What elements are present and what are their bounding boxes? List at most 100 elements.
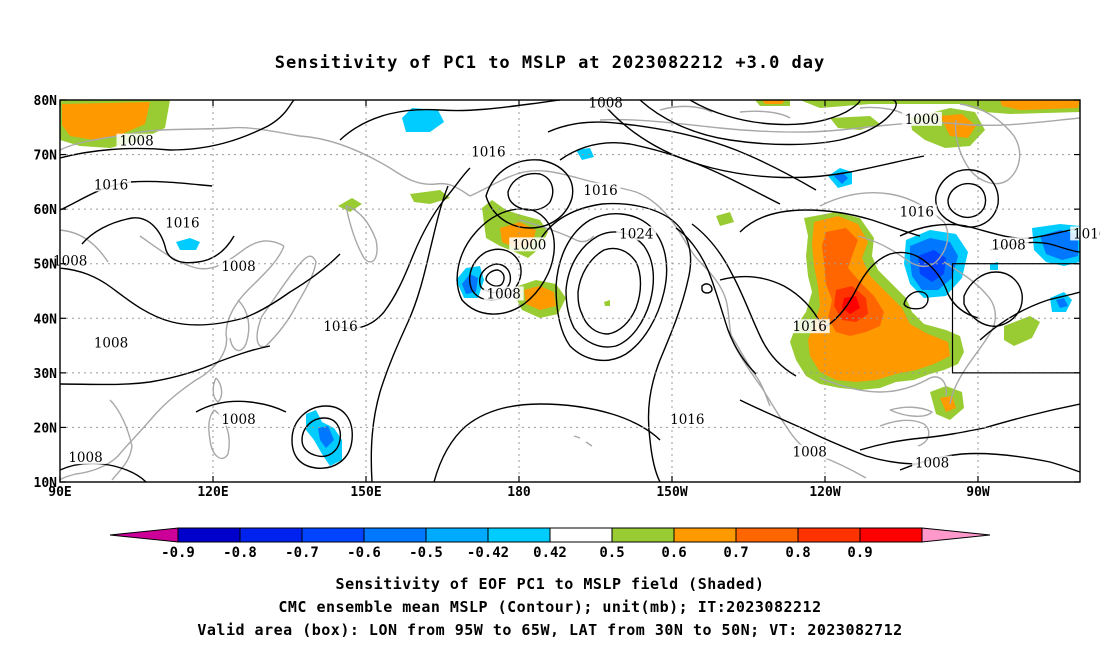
contour-label: 1008 bbox=[585, 95, 626, 111]
contour-label: 1016 bbox=[162, 215, 203, 232]
lon-tick-label: 150E bbox=[350, 485, 381, 500]
contour-label-text: 1008 bbox=[94, 336, 128, 352]
contour-low-outer bbox=[456, 208, 555, 315]
contour-east-low-a bbox=[935, 169, 999, 228]
contour-1008-subtropic bbox=[739, 399, 921, 465]
coast-arctic-na bbox=[599, 117, 1080, 133]
contour-label-text: 1008 bbox=[487, 286, 521, 302]
shade-orange-top bbox=[762, 100, 785, 104]
contour-1008-tropic bbox=[195, 400, 287, 413]
contour-label: 1000 bbox=[509, 237, 550, 253]
contour-label: 1024 bbox=[616, 226, 657, 242]
contour-label-bg bbox=[896, 204, 937, 219]
lon-tick-label: 150W bbox=[656, 485, 687, 500]
contour-label-text: 1016 bbox=[583, 183, 617, 199]
colorbar-segment bbox=[673, 527, 737, 543]
colorbar-segment bbox=[735, 527, 799, 543]
coast-greenland bbox=[954, 103, 1021, 185]
contour-1016-south bbox=[335, 167, 471, 330]
contour-label-bg bbox=[116, 133, 157, 148]
contour-label-text: 1024 bbox=[619, 226, 653, 242]
shade-blue-i bbox=[318, 426, 334, 448]
contour-na-west bbox=[675, 227, 757, 375]
lat-tick-label: 40N bbox=[34, 312, 58, 327]
contour-label-text: 1008 bbox=[53, 254, 87, 270]
contour-label: 1008 bbox=[789, 444, 830, 461]
caption-line-3: Valid area (box): LON from 95W to 65W, L… bbox=[197, 621, 902, 639]
contour-label: 1016 bbox=[1070, 226, 1100, 242]
contour-1008-ne bbox=[599, 100, 925, 179]
shade-green-h bbox=[604, 300, 610, 306]
contour-label-bg bbox=[218, 411, 259, 426]
contour-label-text: 1008 bbox=[221, 259, 255, 275]
contour-1008-sw bbox=[60, 345, 271, 386]
lon-tick-label: 120W bbox=[809, 485, 840, 500]
contour-low-4 bbox=[485, 269, 505, 287]
colorbar-label: 0.5 bbox=[599, 545, 624, 561]
contour-1000-north bbox=[485, 159, 574, 229]
contour-label-bg bbox=[616, 226, 657, 241]
coast-hudson bbox=[819, 192, 949, 268]
contour-na-low bbox=[819, 251, 979, 331]
contour-label-text: 1008 bbox=[991, 237, 1025, 253]
lon-tick-label: 180 bbox=[507, 485, 531, 500]
shade-red-peak bbox=[842, 296, 860, 314]
contour-east-low-b bbox=[947, 182, 987, 219]
contour-high-1016 bbox=[539, 202, 692, 482]
contour-label: 1008 bbox=[218, 259, 259, 275]
contour-label: 1008 bbox=[65, 450, 106, 466]
contour-box-low bbox=[903, 290, 929, 310]
lon-tick-label: 120E bbox=[197, 485, 228, 500]
colorbar-segment bbox=[301, 527, 365, 543]
contour-label-text: 1008 bbox=[589, 95, 623, 111]
contour-high-ring-a bbox=[555, 213, 668, 362]
figure-caption: Sensitivity of EOF PC1 to MSLP field (Sh… bbox=[197, 575, 902, 639]
map-panel: 1008 1016 1008 1016 1008 1008 1008 1008 1016 1016… bbox=[34, 94, 1100, 500]
contour-label: 1008 bbox=[218, 411, 259, 428]
colorbar-label: -0.9 bbox=[161, 545, 195, 561]
colorbar-label: 0.9 bbox=[847, 545, 872, 561]
coast-taiwan bbox=[212, 377, 223, 403]
contour-label: 1008 bbox=[988, 237, 1029, 253]
shade-cyan-a bbox=[402, 108, 444, 132]
colorbar-label: 0.6 bbox=[661, 545, 686, 561]
contour-small-a bbox=[701, 283, 713, 294]
contour-label-text: 1008 bbox=[793, 445, 827, 461]
contour-label-bg bbox=[468, 144, 509, 159]
contour-label: 1008 bbox=[91, 335, 131, 352]
contour-label-bg bbox=[162, 215, 203, 230]
colorbar-label: -0.42 bbox=[467, 545, 509, 561]
caption-line-1: Sensitivity of EOF PC1 to MSLP field (Sh… bbox=[336, 575, 765, 593]
colorbar-label: 0.42 bbox=[533, 545, 567, 561]
contour-label-bg bbox=[1070, 226, 1100, 241]
colorbar-label: 0.7 bbox=[723, 545, 748, 561]
shade-orange-nw bbox=[62, 102, 150, 140]
colorbar-segment bbox=[177, 527, 241, 543]
shade-cyan-c bbox=[176, 238, 200, 250]
contour-label-bg bbox=[91, 335, 131, 350]
lat-tick-label: 20N bbox=[34, 421, 58, 436]
contour-label-bg bbox=[218, 259, 259, 274]
contour-label-text: 1008 bbox=[68, 450, 102, 466]
contour-label-text: 1000 bbox=[905, 112, 939, 128]
contour-label-text: 1008 bbox=[119, 134, 153, 150]
contour-1000-ne-inner bbox=[689, 100, 861, 126]
colorbar-label: -0.7 bbox=[285, 545, 319, 561]
contour-high-ring-b bbox=[565, 231, 655, 348]
latitude-axis: 10N 20N 30N 40N 50N 60N 70N 80N bbox=[34, 94, 1080, 491]
contour-1008-mid bbox=[60, 253, 341, 326]
contour-label-bg bbox=[988, 237, 1029, 252]
longitude-axis: 90E120E150E180150W120W90W60W bbox=[48, 100, 990, 500]
lat-tick-label: 30N bbox=[34, 367, 58, 382]
contour-1008-tropic-e bbox=[859, 403, 1080, 451]
colorbar-segment bbox=[549, 527, 613, 543]
contour-label-bg bbox=[483, 286, 524, 301]
contour-label: 1016 bbox=[320, 319, 361, 335]
contour-labels: 1008 1016 1008 1016 1008 1008 1008 1008 1016 1016… bbox=[50, 95, 1100, 472]
coast-gulf bbox=[819, 376, 947, 397]
coast-aleutians bbox=[519, 219, 595, 243]
lat-tick-label: 70N bbox=[34, 149, 58, 164]
contour-atlantic-1016 bbox=[979, 291, 1080, 341]
contour-label: 1008 bbox=[116, 133, 157, 150]
